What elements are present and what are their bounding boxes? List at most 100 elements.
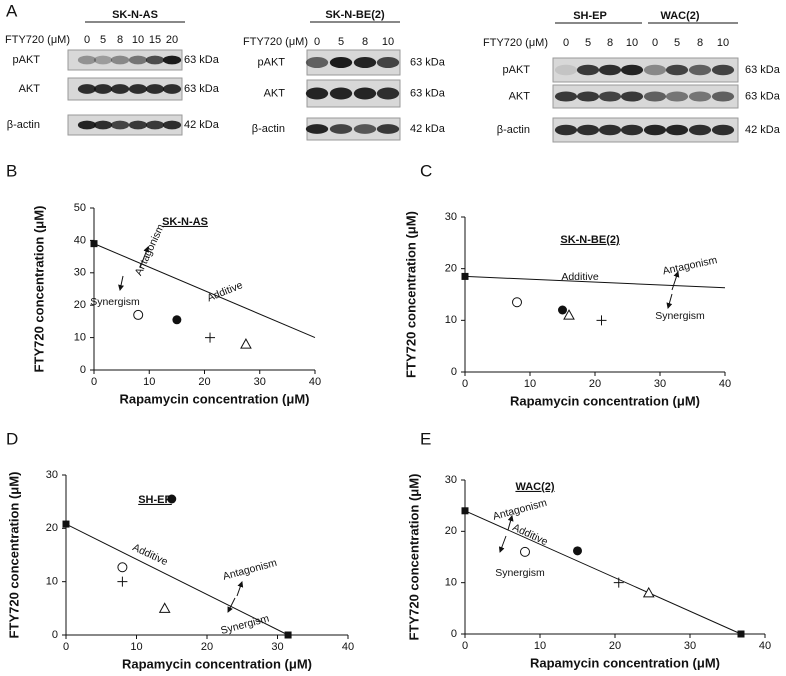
annotation: Additive: [511, 521, 550, 548]
arrow: [236, 581, 244, 597]
band: [665, 91, 689, 102]
point: [117, 562, 128, 573]
arrow: [666, 293, 673, 309]
point: [133, 309, 144, 320]
y-tick-label: 10: [445, 314, 457, 326]
band: [620, 91, 644, 102]
band: [711, 64, 735, 76]
point: [205, 332, 216, 343]
y-tick-label: 0: [451, 628, 457, 640]
protein-label: β-actin: [497, 124, 530, 136]
band: [77, 120, 97, 130]
band: [665, 124, 689, 136]
x-tick-label: 40: [719, 378, 731, 390]
band: [576, 91, 600, 102]
y-tick-label: 30: [445, 211, 457, 223]
x-tick-label: 30: [684, 640, 696, 652]
size-label: 42 kDa: [184, 119, 220, 131]
dose: 10: [717, 37, 729, 49]
dose: 0: [652, 37, 658, 49]
isobole: [464, 510, 742, 635]
dose: 0: [314, 36, 320, 48]
x-tick-label: 20: [201, 641, 213, 653]
band: [305, 124, 329, 134]
band: [305, 57, 329, 68]
dose: 0: [563, 37, 569, 49]
y-tick-label: 10: [445, 577, 457, 589]
y-tick-label: 20: [445, 525, 457, 537]
band: [93, 84, 113, 94]
y-tick-label: 30: [46, 469, 58, 481]
point: [512, 297, 522, 308]
x-tick-label: 10: [524, 378, 536, 390]
dose: 5: [338, 36, 344, 48]
band: [620, 124, 644, 136]
band: [688, 124, 712, 136]
x-axis-label: Rapamycin concentration (μM): [120, 391, 310, 406]
size-label: 42 kDa: [745, 124, 781, 136]
protein-label: pAKT: [12, 54, 40, 66]
point: [558, 305, 567, 315]
cell-line-label: SK-N-BE(2): [325, 9, 385, 21]
band: [145, 84, 165, 94]
band: [77, 55, 97, 65]
panel-label: C: [420, 161, 432, 180]
band: [688, 64, 712, 76]
dose-label: FTY720 (μM): [5, 34, 70, 46]
band: [598, 91, 622, 102]
band: [329, 57, 353, 68]
band: [554, 64, 578, 76]
panel-label: A: [6, 1, 18, 20]
x-tick-label: 0: [63, 641, 69, 653]
dose: 10: [626, 37, 638, 49]
protein-label: AKT: [509, 90, 531, 102]
band: [643, 91, 667, 102]
dose: 8: [362, 36, 368, 48]
y-tick-label: 0: [52, 629, 58, 641]
dose: 5: [585, 37, 591, 49]
point: [461, 507, 469, 515]
band: [353, 124, 377, 134]
chart-title: SK-N-BE(2): [560, 234, 620, 246]
dose: 10: [382, 36, 394, 48]
x-tick-label: 0: [462, 640, 468, 652]
x-axis-label: Rapamycin concentration (μM): [122, 656, 312, 671]
band: [598, 64, 622, 76]
point: [158, 602, 171, 613]
size-label: 63 kDa: [184, 54, 220, 66]
protein-label: pAKT: [502, 64, 530, 76]
band: [688, 91, 712, 102]
dose: 15: [149, 34, 161, 46]
point: [642, 586, 655, 598]
size-label: 63 kDa: [410, 87, 446, 99]
dose-label: FTY720 (μM): [243, 36, 308, 48]
band: [353, 87, 377, 100]
x-tick-label: 30: [271, 641, 283, 653]
x-tick-label: 10: [130, 641, 142, 653]
annotation: Synergism: [495, 567, 545, 579]
annotation: Antagonism: [492, 497, 549, 523]
y-axis-label: FTY720 concentration (μM): [6, 472, 21, 639]
point: [596, 315, 607, 326]
point: [573, 546, 582, 556]
point: [613, 577, 624, 588]
size-label: 63 kDa: [745, 64, 781, 76]
band: [554, 124, 578, 136]
arrow: [118, 275, 124, 291]
dose-label: FTY720 (μM): [483, 37, 548, 49]
band: [93, 120, 113, 130]
band: [598, 124, 622, 136]
y-tick-label: 10: [74, 332, 86, 344]
band: [128, 84, 148, 94]
chart-title: SK-N-AS: [162, 216, 208, 228]
point: [284, 631, 292, 639]
band: [554, 91, 578, 102]
protein-label: AKT: [264, 87, 286, 99]
point: [167, 494, 177, 504]
band: [329, 124, 353, 134]
x-tick-label: 10: [143, 376, 155, 388]
dose: 8: [607, 37, 613, 49]
chart-title: WAC(2): [515, 481, 554, 493]
size-label: 63 kDa: [410, 56, 446, 68]
arrow: [139, 246, 150, 269]
